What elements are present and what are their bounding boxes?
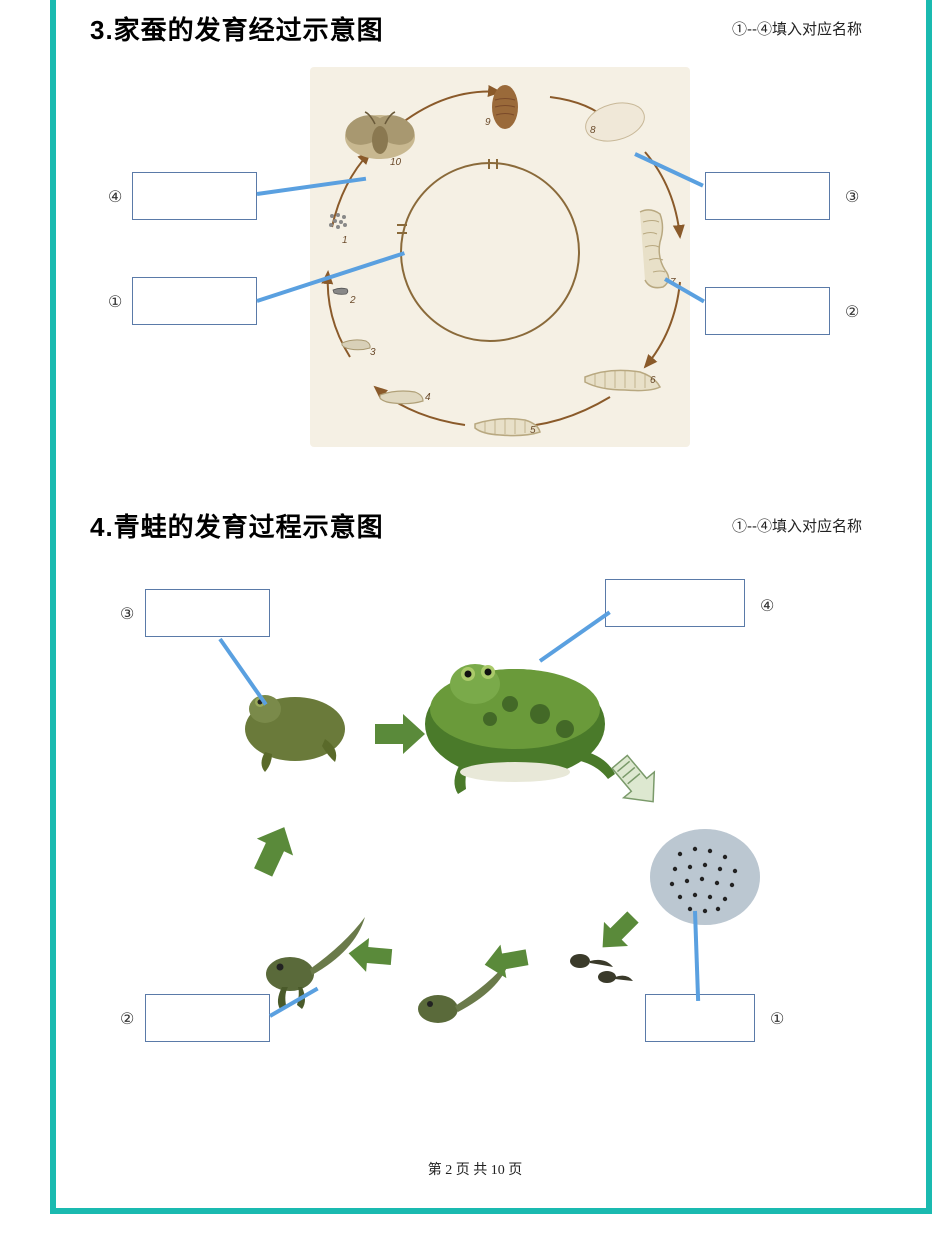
cycle-num-9: 9 [485,117,491,128]
section-3-instruction: ①--④填入对应名称 [732,18,862,39]
frog-arrow-3 [591,905,645,959]
silkworm-larva-large-icon [640,210,669,288]
silkworm-larva-2-icon [333,288,348,294]
cycle-num-2: 2 [350,295,356,306]
footer-prefix: 第 [428,1163,446,1178]
flabel-3-num: ③ [120,604,134,624]
frog-tadpole-legs-icon [266,917,365,1009]
page-footer: 第 2 页 共 10 页 [0,1159,950,1179]
frog-arrow-2 [604,749,668,815]
silkworm-larva-3-icon [342,340,370,350]
cycle-num-1: 1 [342,235,348,246]
cycle-num-5: 5 [530,425,536,436]
cycle-num-6: 6 [650,375,656,386]
frog-adult-icon [425,664,615,794]
label-2-box[interactable] [705,287,830,335]
silkworm-pupa-icon [492,85,518,129]
cycle-num-3: 3 [370,347,376,358]
footer-mid: 页 共 [452,1163,491,1178]
label-2-num: ② [845,302,859,322]
flabel-4-num: ④ [760,596,774,616]
silkworm-diagram: 1 2 3 4 5 6 7 8 9 10 ④ ① ③ ② [90,67,892,467]
frog-diagram: ③ ④ ② ① [90,574,892,1094]
silkworm-larva-6-icon [585,370,660,390]
cycle-num-8: 8 [590,125,596,136]
section-4-instruction: ①--④填入对应名称 [732,515,862,536]
label-3-num: ③ [845,187,859,207]
frog-arrow-5 [347,936,393,974]
flabel-2-box[interactable] [145,994,270,1042]
footer-total: 10 [491,1163,505,1178]
frog-young-icon [245,695,345,772]
footer-suffix: 页 [505,1163,523,1178]
flabel-1-num: ① [770,1009,784,1029]
flabel-2-num: ② [120,1009,134,1029]
flabel-4-box[interactable] [605,579,745,627]
flabel-1-box[interactable] [645,994,755,1042]
silkworm-eggs-icon [329,213,347,229]
frog-tadpole-small-icon [570,954,633,983]
label-4-num: ④ [108,187,122,207]
cycle-num-10: 10 [390,157,401,168]
section-4: 4.青蛙的发育过程示意图 ①--④填入对应名称 [90,507,892,1094]
silkworm-cocoon-icon [581,97,648,147]
cycle-num-4: 4 [425,392,431,403]
frog-arrow-1 [375,714,425,754]
label-4-box[interactable] [132,172,257,220]
frog-arrow-6 [245,819,302,881]
page-content: 3.家蚕的发育经过示意图 ①--④填入对应名称 [50,0,932,1214]
section-3: 3.家蚕的发育经过示意图 ①--④填入对应名称 [90,10,892,467]
silkworm-larva-4-icon [380,391,423,404]
flabel-3-box[interactable] [145,589,270,637]
label-1-box[interactable] [132,277,257,325]
frog-arrow-4 [482,941,530,982]
label-1-num: ① [108,292,122,312]
silkworm-moth-icon [341,110,418,159]
label-3-box[interactable] [705,172,830,220]
